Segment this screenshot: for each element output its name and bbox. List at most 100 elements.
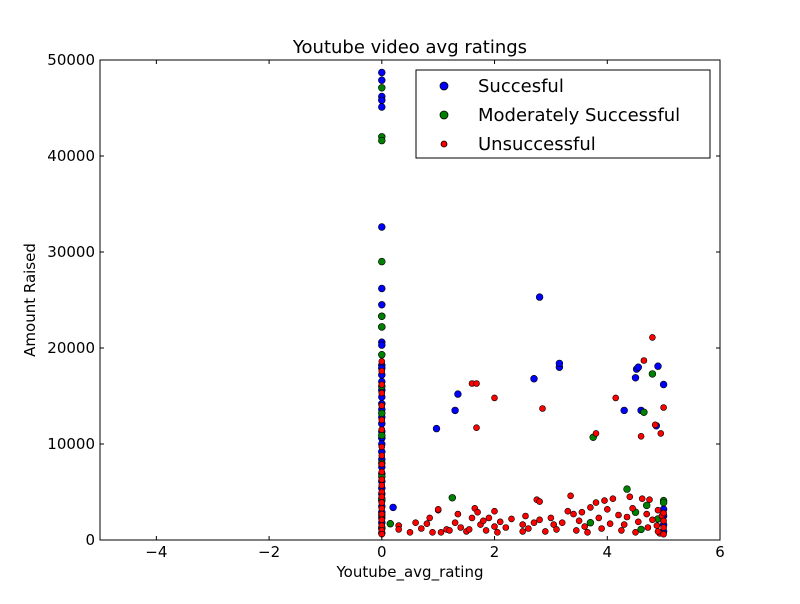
unsuccessful-point (620, 521, 628, 528)
succesful-point (378, 223, 386, 231)
unsuccessful-point (660, 530, 667, 538)
legend-marker-unsuccessful (440, 140, 448, 148)
succesful-point (378, 284, 386, 293)
unsuccessful-point (536, 516, 543, 524)
y-tick-label: 20000 (47, 339, 95, 357)
unsuccessful-point (502, 524, 510, 531)
unsuccessful-point (378, 499, 386, 506)
unsuccessful-point (567, 492, 574, 500)
succesful-point (555, 359, 564, 368)
unsuccessful-point (539, 405, 546, 412)
unsuccessful-point (485, 514, 493, 522)
unsuccessful-point (465, 526, 473, 533)
unsuccessful-point (578, 508, 586, 516)
unsuccessful-point (378, 493, 386, 501)
chart-title: Youtube video avg ratings (292, 37, 527, 58)
moderately-successful-point (623, 485, 631, 493)
succesful-point (530, 375, 538, 383)
moderately-successful-point (642, 501, 651, 510)
moderately-successful-point (378, 409, 386, 417)
unsuccessful-point (412, 519, 419, 527)
moderately-successful-point (386, 519, 394, 528)
unsuccessful-point (378, 367, 386, 375)
unsuccessful-point (564, 507, 572, 515)
legend-label-unsuccessful: Unsuccessful (478, 134, 596, 155)
unsuccessful-point (378, 426, 386, 433)
succesful-point (631, 374, 640, 382)
legend: Succesful Moderately Successful Unsucces… (415, 69, 711, 159)
unsuccessful-point (550, 521, 558, 528)
succesful-point (654, 362, 662, 370)
unsuccessful-point (649, 334, 656, 341)
unsuccessful-point (496, 518, 504, 526)
x-tick-label: 6 (715, 543, 725, 561)
unsuccessful-point (378, 402, 386, 409)
unsuccessful-point (603, 505, 611, 513)
moderately-successful-point (378, 323, 386, 331)
unsuccessful-point (609, 495, 617, 503)
moderately-successful-point (648, 370, 657, 378)
unsuccessful-point (378, 481, 386, 489)
unsuccessful-point (491, 394, 498, 402)
succesful-point (378, 68, 386, 77)
unsuccessful-point (474, 508, 481, 516)
x-tick-label: −4 (145, 543, 167, 561)
unsuccessful-point (378, 510, 386, 518)
succesful-point (378, 103, 386, 111)
unsuccessful-point (584, 528, 591, 536)
succesful-point (634, 363, 642, 371)
unsuccessful-point (615, 511, 622, 519)
unsuccessful-point (587, 504, 594, 511)
unsuccessful-point (657, 430, 665, 437)
unsuccessful-point (491, 523, 498, 530)
unsuccessful-point (426, 514, 434, 522)
unsuccessful-point (378, 504, 386, 512)
unsuccessful-point (553, 526, 560, 533)
y-tick-label: 0 (85, 531, 95, 549)
unsuccessful-point (378, 516, 386, 524)
unsuccessful-point (640, 357, 648, 364)
unsuccessful-point (601, 497, 608, 504)
unsuccessful-point (479, 517, 487, 525)
moderately-successful-point (378, 431, 386, 440)
unsuccessful-point (646, 496, 653, 504)
unsuccessful-point (634, 518, 642, 526)
x-tick-label: 2 (490, 543, 500, 561)
legend-label-succesful: Succesful (478, 76, 564, 97)
succesful-point (378, 76, 386, 84)
legend-label-moderately-successful: Moderately Successful (478, 105, 680, 126)
succesful-point (378, 301, 386, 309)
unsuccessful-point (378, 381, 386, 388)
unsuccessful-point (649, 516, 656, 524)
x-tick-label: 4 (602, 543, 612, 561)
unsuccessful-point (660, 509, 667, 517)
unsuccessful-point (654, 506, 662, 514)
x-axis-ticks: −4 −2 0 2 4 6 (145, 60, 725, 561)
unsuccessful-point (406, 528, 414, 536)
unsuccessful-point (378, 476, 386, 483)
moderately-successful-point (640, 408, 648, 416)
unsuccessful-point (519, 528, 527, 535)
x-tick-label: −2 (258, 543, 280, 561)
legend-marker-succesful (439, 81, 449, 91)
unsuccessful-point (378, 416, 386, 424)
unsuccessful-point (457, 524, 465, 531)
unsuccessful-point (536, 498, 543, 505)
unsuccessful-point (423, 520, 431, 528)
x-tick-label: 0 (377, 543, 387, 561)
succesful-point (454, 390, 462, 398)
unsuccessful-point (629, 504, 636, 512)
y-tick-label: 10000 (47, 435, 95, 453)
moderately-successful-point (637, 525, 645, 534)
unsuccessful-point (522, 512, 529, 520)
unsuccessful-point (541, 528, 549, 535)
moderately-successful-point (448, 494, 456, 502)
moderately-successful-point (378, 84, 386, 92)
moderately-successful-point (586, 518, 595, 527)
unsuccessful-point (598, 525, 605, 532)
unsuccessful-point (595, 514, 603, 522)
unsuccessful-point (612, 394, 620, 402)
unsuccessful-point (473, 380, 480, 387)
